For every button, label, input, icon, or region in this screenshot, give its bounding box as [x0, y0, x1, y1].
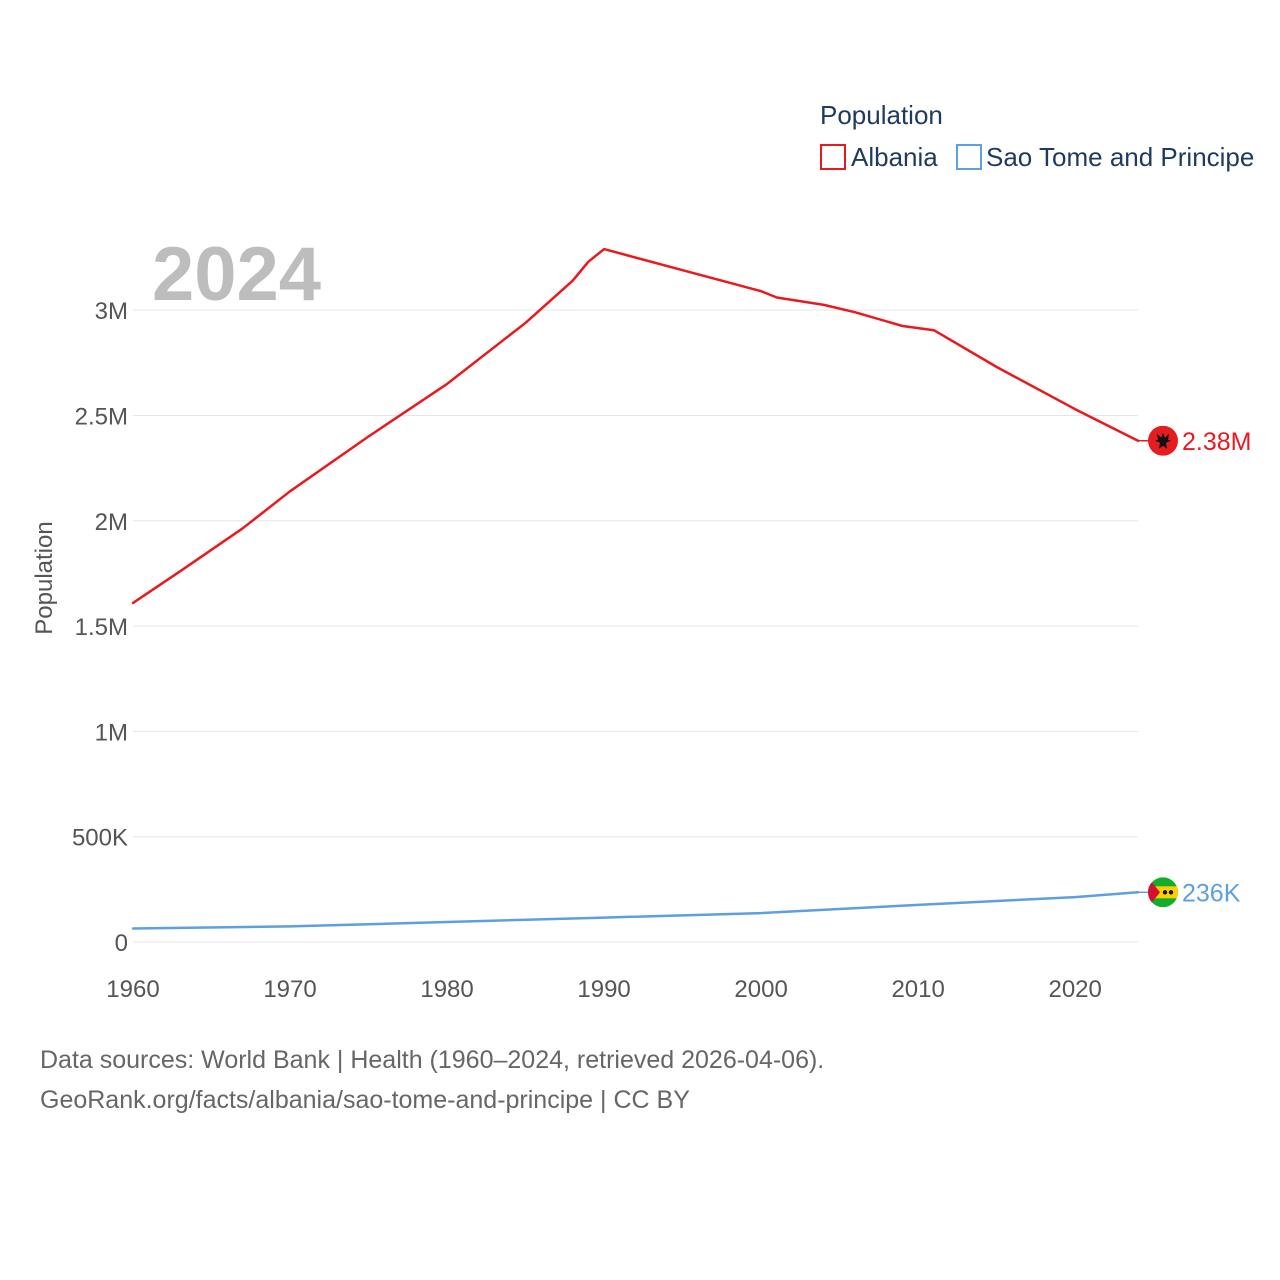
- x-tick-label-2000: 2000: [734, 976, 787, 1003]
- legend-label-sao-tome: Sao Tome and Principe: [986, 142, 1254, 172]
- series-line-albania: [131, 247, 1140, 605]
- x-tick-label-1990: 1990: [577, 976, 630, 1003]
- sao-tome-flag-icon: [1148, 877, 1178, 908]
- x-tick-label-2010: 2010: [891, 976, 944, 1003]
- data-sources: Data sources: World Bank | Health (1960–…: [40, 1040, 824, 1120]
- x-tick-label-2020: 2020: [1048, 976, 1101, 1003]
- series-lines: [131, 247, 1140, 930]
- x-tick-label-1960: 1960: [106, 976, 159, 1003]
- legend-item-albania[interactable]: Albania: [820, 142, 938, 172]
- y-axis-label: Population: [31, 521, 58, 634]
- source-line-2[interactable]: GeoRank.org/facts/albania/sao-tome-and-p…: [40, 1086, 690, 1114]
- end-value-label-sao-tome-and-principe: 236K: [1182, 879, 1241, 907]
- x-tick-label-1980: 1980: [420, 976, 473, 1003]
- legend-swatch-albania: [820, 144, 846, 170]
- end-value-label-albania: 2.38M: [1182, 428, 1251, 456]
- grid-lines: [133, 309, 1138, 943]
- y-tick-label-1m: 1M: [95, 719, 128, 746]
- population-line-chart: 0 500K 1M 1.5M 2M 2.5M 3M 1960 1970 1980 1990 2000…: [31, 100, 1254, 1003]
- source-line-1: Data sources: World Bank | Health (1960–…: [40, 1046, 825, 1074]
- legend-item-sao-tome[interactable]: Sao Tome and Principe: [956, 142, 1254, 172]
- legend-label-albania: Albania: [851, 142, 938, 172]
- legend: Population Albania Sao Tome and Principe: [820, 100, 1254, 172]
- y-tick-label-0: 0: [115, 930, 128, 957]
- y-tick-label-1-5m: 1.5M: [75, 614, 128, 641]
- y-tick-label-3m: 3M: [95, 298, 128, 325]
- x-axis-ticks: 1960 1970 1980 1990 2000 2010 2020: [106, 976, 1102, 1003]
- legend-swatch-sao-tome: [956, 144, 982, 170]
- y-tick-label-500k: 500K: [72, 825, 128, 852]
- albania-flag-icon: [1148, 425, 1178, 456]
- y-tick-label-2-5m: 2.5M: [75, 403, 128, 430]
- end-markers: 2.38M 236K: [1138, 425, 1251, 908]
- y-axis-ticks: 0 500K 1M 1.5M 2M 2.5M 3M: [72, 298, 128, 957]
- legend-title: Population: [820, 100, 943, 130]
- x-tick-label-1970: 1970: [263, 976, 316, 1003]
- year-label: 2024: [152, 232, 321, 317]
- y-tick-label-2m: 2M: [95, 509, 128, 536]
- series-line-sao-tome-and-principe: [131, 891, 1140, 930]
